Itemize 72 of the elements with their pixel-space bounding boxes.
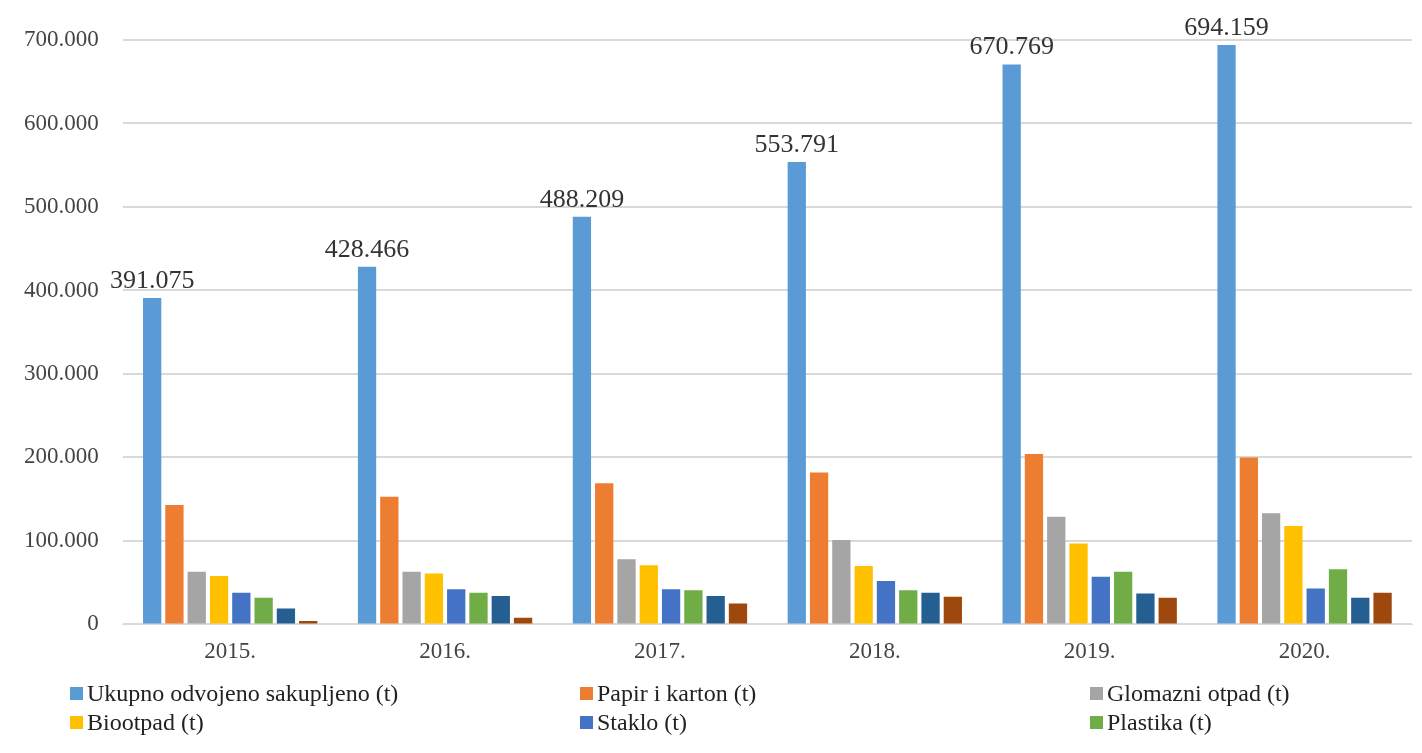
y-tick-label: 0 [87, 610, 99, 636]
bar [899, 590, 918, 624]
data-label: 488.209 [539, 183, 625, 213]
bar [1136, 593, 1155, 624]
bar [684, 590, 703, 624]
bar [728, 603, 748, 624]
y-tick-label: 400.000 [24, 276, 99, 302]
bar [595, 483, 614, 624]
bar [469, 592, 488, 624]
bar [809, 472, 829, 624]
bar [787, 162, 806, 624]
bar [1002, 64, 1021, 624]
legend-label: Ukupno odvojeno sakupljeno (t) [87, 680, 399, 707]
bar [1113, 571, 1133, 624]
bar [143, 297, 162, 624]
legend-label: Biootpad (t) [87, 709, 204, 736]
bar [187, 571, 206, 624]
bar [1239, 457, 1258, 624]
data-label: 553.791 [754, 128, 840, 158]
y-tick-label: 600.000 [24, 109, 99, 135]
data-label: 694.159 [1184, 11, 1269, 41]
bar [254, 597, 273, 624]
bar [491, 596, 510, 624]
bar [1069, 543, 1088, 624]
data-label: 428.466 [324, 233, 410, 263]
x-tick-label: 2016. [419, 638, 471, 664]
bar [706, 596, 725, 624]
legend-label: Staklo (t) [597, 709, 687, 736]
y-tick-label: 200.000 [24, 443, 99, 469]
bar [209, 575, 229, 624]
y-tick-label: 700.000 [24, 26, 99, 52]
y-tick-label: 300.000 [24, 359, 99, 385]
bar [380, 496, 399, 624]
x-tick-label: 2019. [1063, 638, 1116, 664]
bar [876, 580, 896, 624]
bar [1351, 597, 1370, 624]
bar [572, 216, 592, 624]
bar [402, 571, 421, 624]
legend-label: Papir i karton (t) [597, 680, 757, 707]
data-label: 670.769 [969, 31, 1054, 61]
bar [832, 540, 851, 624]
bar [921, 592, 940, 624]
bar [1284, 525, 1303, 624]
bar [424, 573, 444, 624]
bar [357, 266, 377, 624]
bar [854, 565, 873, 624]
bar [661, 589, 681, 624]
data-label: 391.075 [109, 264, 195, 294]
bar [1091, 576, 1110, 624]
x-tick-label: 2020. [1278, 638, 1331, 664]
bar [165, 505, 184, 624]
bar [232, 592, 251, 624]
bar [639, 565, 658, 624]
bar [943, 596, 962, 624]
bar [1024, 454, 1044, 624]
legend-label: Plastika (t) [1107, 709, 1212, 736]
bar [1217, 44, 1236, 624]
legend-label: Glomazni otpad (t) [1107, 680, 1290, 707]
x-tick-label: 2017. [634, 638, 686, 664]
bar [276, 608, 296, 624]
y-tick-label: 500.000 [24, 193, 99, 219]
bar [1328, 569, 1348, 624]
bar [1047, 516, 1066, 624]
bar [1306, 588, 1325, 624]
x-tick-label: 2015. [204, 638, 257, 664]
bar [617, 559, 636, 624]
bar [1261, 513, 1281, 624]
x-tick-label: 2018. [848, 638, 901, 664]
bar [447, 589, 466, 624]
bar [1373, 592, 1392, 624]
y-tick-label: 100.000 [24, 526, 99, 552]
bar [1158, 597, 1177, 624]
